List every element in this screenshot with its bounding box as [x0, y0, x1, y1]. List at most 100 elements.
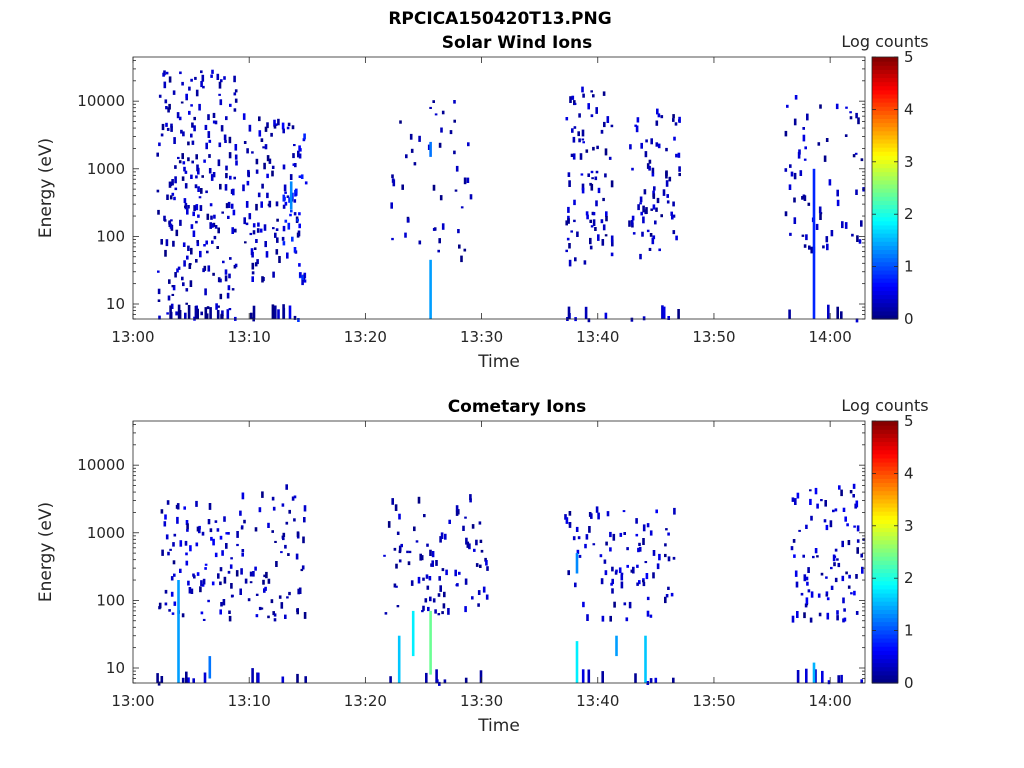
spectrogram-cell — [849, 116, 853, 120]
spectrogram-cell — [805, 668, 808, 683]
spectrogram-cell — [578, 138, 581, 143]
spectrogram-cell — [298, 212, 301, 216]
spectrogram-cell — [221, 211, 224, 214]
spectrogram-cell — [836, 558, 839, 561]
spectrogram-cell — [590, 170, 594, 174]
spectrogram-cell — [280, 602, 284, 609]
spectrogram-cell — [186, 208, 189, 215]
spectrogram-cell — [231, 227, 234, 234]
spectrogram-cell — [610, 235, 614, 243]
spectrogram-cell — [230, 583, 233, 589]
spectrogram-cell — [192, 678, 195, 683]
spectrogram-cell — [667, 556, 671, 562]
spectrogram-cell — [571, 128, 574, 133]
spectrogram-cell — [280, 551, 283, 554]
colorbar-segment — [872, 130, 898, 136]
spectrogram-cell — [162, 72, 165, 77]
spectrogram-cell — [440, 532, 444, 539]
spectrogram-cell — [270, 599, 274, 604]
spectrogram-cell — [643, 189, 647, 195]
spectrogram-cells — [156, 483, 865, 686]
spectrogram-cell — [216, 310, 220, 319]
spectrogram-cell — [252, 571, 255, 577]
spectrogram-cell — [836, 199, 840, 207]
spectrogram-cell — [571, 95, 575, 100]
spectrogram-cell — [580, 173, 584, 176]
spectrogram-cell — [648, 159, 652, 164]
spectrogram-cell — [611, 566, 614, 572]
spectrogram-cell — [824, 500, 827, 507]
spectrogram-cell — [165, 71, 169, 75]
spectrogram-cell — [620, 572, 624, 575]
spectrogram-cell — [228, 615, 232, 622]
spectrogram-cell — [254, 262, 258, 267]
spectrogram-cell — [646, 610, 650, 617]
spectrogram-cell — [230, 203, 234, 209]
spectrogram-cell — [157, 270, 160, 273]
spectrogram-cell — [605, 211, 608, 217]
spectrogram-cell — [295, 188, 298, 194]
spectrogram-cell — [209, 203, 213, 207]
colorbar-segment — [872, 81, 898, 87]
spectrogram-cell — [200, 580, 203, 586]
spectrogram-cell — [568, 180, 571, 187]
spectrogram-cell — [187, 157, 190, 162]
spectrogram-cell — [799, 170, 803, 176]
spectrogram-cell — [176, 112, 180, 119]
y-tick-label: 1000 — [87, 160, 125, 178]
spectrogram-cell — [181, 176, 185, 181]
spectrogram-cell — [856, 525, 860, 532]
spectrogram-cell — [610, 582, 613, 586]
spectrogram-cell — [628, 601, 632, 609]
spectrogram-cell — [185, 288, 189, 292]
x-tick-label: 13:50 — [692, 328, 735, 346]
spectrogram-cell — [281, 535, 285, 539]
spectrogram-cell — [205, 142, 208, 150]
spectrogram-cell — [160, 239, 163, 245]
y-tick-label: 10000 — [77, 92, 125, 110]
colorbar-segment — [872, 122, 898, 128]
colorbar-tick-label: 5 — [904, 412, 914, 430]
spectrogram-cell — [852, 483, 856, 489]
spectrogram-cell — [796, 670, 800, 683]
spectrogram-cell — [398, 550, 402, 554]
colorbar-segment — [872, 183, 898, 189]
spectrogram-cell — [632, 232, 636, 235]
spectrogram-cell — [223, 134, 227, 141]
spectrogram-cell — [234, 144, 238, 151]
spectrogram-cell — [209, 528, 213, 533]
spectrogram-cell — [196, 240, 199, 243]
spectrogram-cell — [673, 507, 676, 515]
spectrogram-cell — [401, 184, 404, 190]
spectrogram-cell — [157, 681, 161, 686]
spectrogram-cell — [211, 240, 214, 244]
spectrogram-cell — [278, 595, 282, 599]
spectrogram-cell — [651, 167, 655, 174]
spectrogram-cell — [195, 154, 198, 160]
spectrogram-cell — [590, 114, 594, 118]
spectrogram-cell — [256, 228, 260, 233]
spectrogram-cell — [581, 187, 585, 194]
colorbar-segment — [872, 245, 898, 250]
spectrogram-cell — [265, 571, 268, 579]
panels-group: Solar Wind Ions 13:00 13:10 13:20 13:30 13:40… — [36, 32, 929, 736]
spectrogram-cell — [639, 196, 643, 203]
spectrogram-cell — [791, 497, 795, 502]
spectrogram-cell — [466, 177, 470, 183]
spectrogram-cell — [802, 134, 806, 142]
spectrogram-cell — [207, 131, 211, 138]
spectrogram-cell — [619, 532, 623, 537]
panel-title: Cometary Ions — [448, 397, 587, 417]
spectrogram-cell — [288, 197, 291, 203]
spectrogram-cell — [164, 514, 167, 520]
spectrogram-cell — [413, 162, 417, 166]
spectrogram-cell — [644, 561, 648, 564]
spectrogram-cell — [592, 543, 596, 546]
spectrogram-cell — [595, 170, 599, 174]
spectrogram-cell — [437, 613, 441, 616]
colorbar-segment — [872, 543, 898, 549]
spectrogram-cell — [405, 154, 408, 159]
spectrogram-cell — [258, 606, 262, 611]
spectrogram-cell — [604, 570, 608, 576]
